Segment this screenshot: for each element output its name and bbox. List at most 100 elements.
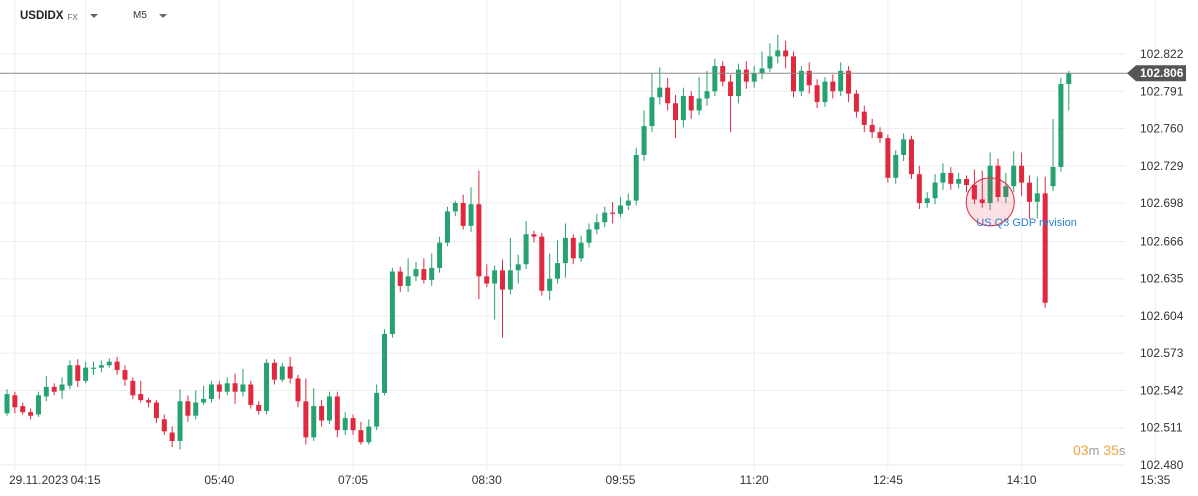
candle [806, 62, 812, 94]
candle-body [499, 270, 505, 290]
candle [964, 175, 970, 193]
y-tick-label: 102.822 [1140, 47, 1184, 61]
candle-body [295, 378, 301, 402]
candle [91, 361, 97, 375]
candle [523, 221, 529, 270]
candle [791, 51, 796, 98]
candle [444, 206, 450, 247]
candle-body [287, 366, 293, 379]
candle-body [1042, 193, 1048, 303]
candle-body [83, 367, 89, 381]
symbol-name: USDIDX [20, 10, 64, 22]
timeframe-selector[interactable]: M5 [133, 10, 167, 21]
y-tick-label: 102.666 [1140, 234, 1184, 248]
x-tick-label: 11:20 [740, 473, 769, 487]
candle-body [610, 212, 616, 214]
candle [1058, 78, 1064, 172]
candle-body [594, 222, 600, 230]
candle-body [861, 111, 867, 125]
candle [1011, 151, 1017, 193]
x-tick-label: 05:40 [204, 473, 234, 487]
y-tick-label: 102.791 [1140, 84, 1184, 98]
candle-body [547, 278, 553, 291]
candle-body [484, 276, 490, 284]
event-annotation[interactable]: US Q3 GDP revision [965, 177, 1077, 229]
candle [602, 206, 608, 228]
candle [12, 391, 18, 414]
candles [4, 34, 1072, 450]
candle [83, 361, 89, 384]
candle [389, 267, 395, 338]
candle-body [555, 263, 561, 279]
candle [193, 390, 199, 420]
candle [956, 172, 962, 189]
candle [452, 200, 458, 217]
candle [224, 377, 230, 396]
y-tick-label: 102.573 [1140, 346, 1184, 360]
candle [712, 58, 718, 97]
candle [43, 376, 49, 402]
candle [783, 40, 789, 69]
candle-body [602, 212, 608, 223]
candle-body [680, 96, 686, 121]
market-type: FX [67, 12, 78, 22]
candle [1026, 175, 1032, 219]
candle-body [397, 271, 403, 286]
candle [720, 61, 726, 87]
candle [232, 373, 238, 404]
candle-body [987, 165, 993, 204]
candle [429, 253, 435, 286]
candle [814, 79, 820, 109]
y-tick-label: 102.760 [1140, 122, 1184, 136]
symbol-selector[interactable]: USDIDX FX [20, 10, 98, 22]
candle-body [161, 419, 167, 432]
candle-body [791, 56, 796, 92]
candle-body [264, 362, 270, 411]
candle-body [444, 211, 450, 243]
candle-body [806, 70, 812, 86]
candle [122, 365, 128, 386]
candle-body [452, 203, 458, 212]
candle-body [1058, 84, 1064, 167]
candle-body [389, 271, 395, 335]
candle [279, 362, 285, 383]
candle-body [1066, 73, 1072, 85]
candle [971, 169, 977, 205]
candle-body [146, 400, 152, 403]
candle-body [20, 406, 26, 413]
price-tag-label: 102.806 [1140, 66, 1184, 80]
candle [248, 380, 254, 409]
candle [822, 76, 828, 107]
candle-body [838, 70, 844, 92]
candle-body [940, 172, 946, 183]
candle-body [830, 81, 836, 92]
candle-body [185, 401, 191, 416]
candle-body [1011, 165, 1017, 187]
candle [830, 74, 836, 99]
current-price-line: 102.806 [0, 65, 1186, 82]
candle [342, 412, 348, 435]
candle [673, 94, 679, 139]
candle-body [311, 406, 317, 438]
candle [547, 253, 553, 301]
candle-body [177, 401, 183, 441]
candle [901, 133, 907, 161]
candle [59, 377, 65, 399]
candle-body [91, 367, 97, 369]
candle-body [1019, 165, 1025, 183]
candle-body [617, 205, 623, 214]
chevron-down-icon[interactable] [89, 14, 98, 18]
candle [177, 389, 183, 450]
candle [67, 360, 73, 390]
candle-body [578, 242, 584, 259]
x-tick-label: 09:55 [605, 473, 635, 487]
chevron-down-icon[interactable] [158, 13, 167, 18]
candle [437, 236, 443, 273]
candle-body [956, 178, 962, 184]
event-marker[interactable] [965, 177, 1015, 227]
candle [492, 265, 498, 320]
candle [476, 170, 482, 300]
candle [374, 384, 380, 431]
timeframe-label: M5 [133, 10, 147, 21]
candle-body [240, 384, 246, 392]
